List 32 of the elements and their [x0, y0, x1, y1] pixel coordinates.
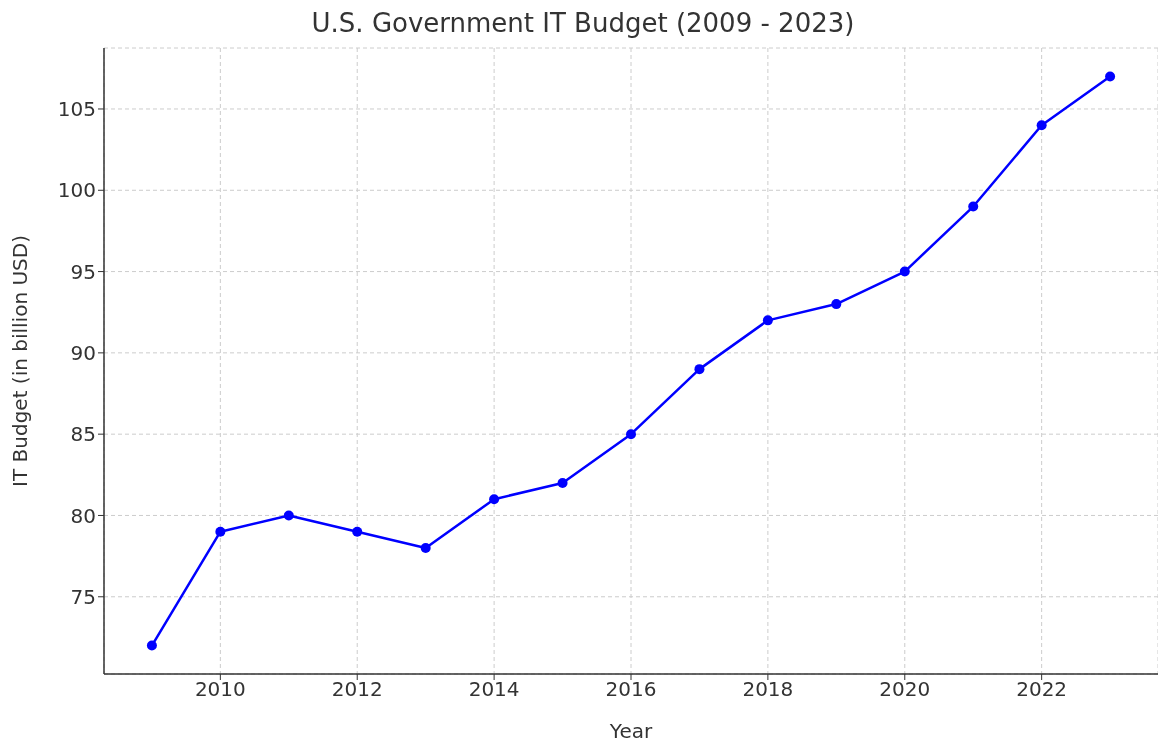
point [626, 429, 636, 440]
point [899, 266, 910, 277]
x-tick-label: 2010 [194, 677, 246, 702]
y-tick-label: 90 [70, 340, 96, 365]
point [694, 364, 705, 375]
x-tick-label: 2014 [468, 677, 520, 702]
y-tick-label: 80 [70, 503, 96, 528]
point [762, 315, 773, 326]
point [420, 542, 431, 553]
y-tick-label: 105 [57, 97, 96, 122]
point [352, 526, 363, 537]
point [215, 526, 226, 537]
y-tick-label: 100 [57, 178, 96, 203]
point [831, 299, 842, 310]
x-tick-label: 2012 [331, 677, 383, 702]
y-tick-label: 85 [70, 422, 96, 447]
point [968, 201, 979, 212]
point [489, 494, 500, 505]
y-tick-label: 95 [70, 259, 96, 284]
x-tick-label: 2022 [1016, 677, 1068, 702]
x-axis-title: Year [608, 719, 653, 743]
y-axis-title: IT Budget (in billion USD) [8, 235, 33, 487]
point [283, 510, 294, 521]
y-tick-label: 75 [70, 584, 96, 609]
chart-title: U.S. Government IT Budget (2009 - 2023) [310, 8, 856, 40]
point [1036, 120, 1047, 131]
x-tick-label: 2020 [879, 677, 931, 702]
x-tick-label: 2016 [605, 677, 657, 702]
x-tick-label: 2018 [742, 677, 794, 702]
point [1105, 71, 1116, 82]
point [146, 640, 157, 651]
point [557, 477, 568, 488]
